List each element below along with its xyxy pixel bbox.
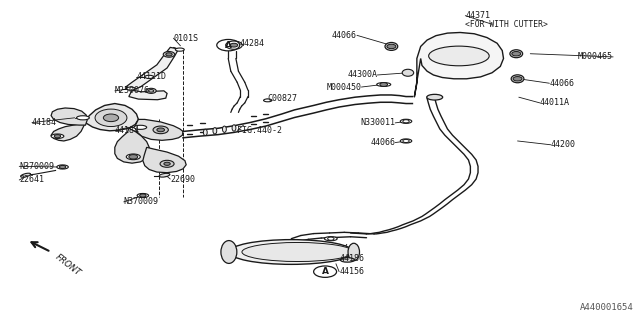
Text: 22641: 22641 (19, 175, 44, 185)
Polygon shape (135, 119, 183, 140)
Ellipse shape (51, 134, 64, 139)
Text: FIG.440-2: FIG.440-2 (237, 126, 282, 135)
Ellipse shape (264, 99, 272, 102)
Ellipse shape (175, 48, 184, 51)
Polygon shape (125, 47, 179, 90)
Text: 44200: 44200 (550, 140, 575, 149)
Ellipse shape (511, 75, 524, 83)
Text: A: A (321, 267, 328, 276)
Ellipse shape (340, 258, 355, 262)
Polygon shape (414, 32, 504, 97)
Text: 44184: 44184 (32, 118, 57, 127)
Circle shape (380, 83, 388, 86)
Ellipse shape (377, 83, 391, 86)
Circle shape (513, 76, 522, 81)
Text: M250076: M250076 (115, 86, 150, 95)
Polygon shape (129, 90, 167, 100)
Ellipse shape (402, 69, 413, 76)
Polygon shape (51, 108, 88, 125)
Circle shape (387, 44, 396, 49)
Circle shape (54, 135, 61, 138)
Ellipse shape (400, 139, 412, 143)
Text: M000465: M000465 (578, 52, 613, 61)
Text: FRONT: FRONT (54, 253, 83, 278)
Text: M000450: M000450 (326, 83, 362, 92)
Text: 0101S: 0101S (173, 34, 198, 43)
Text: 44184: 44184 (115, 126, 140, 135)
Ellipse shape (213, 128, 217, 134)
Ellipse shape (385, 43, 397, 50)
Text: 44011A: 44011A (540, 99, 570, 108)
Ellipse shape (400, 119, 412, 124)
Ellipse shape (137, 194, 148, 197)
Text: 44066: 44066 (332, 31, 357, 40)
Text: 44066: 44066 (549, 79, 575, 88)
Text: 44121D: 44121D (136, 72, 166, 81)
Polygon shape (84, 104, 138, 131)
Ellipse shape (232, 125, 236, 131)
Text: 44371: 44371 (465, 11, 490, 20)
Ellipse shape (223, 126, 227, 132)
Ellipse shape (242, 243, 353, 261)
Text: 44300A: 44300A (348, 70, 378, 79)
Polygon shape (51, 122, 84, 141)
Circle shape (166, 53, 172, 56)
Circle shape (157, 128, 164, 132)
Ellipse shape (134, 125, 147, 129)
Ellipse shape (229, 240, 353, 264)
Ellipse shape (77, 116, 90, 120)
Ellipse shape (348, 243, 360, 261)
Text: N330011: N330011 (360, 118, 395, 127)
Text: A: A (225, 41, 232, 50)
Text: N370009: N370009 (19, 162, 54, 171)
Circle shape (153, 126, 168, 134)
Circle shape (103, 114, 118, 122)
Text: C00827: C00827 (267, 94, 297, 103)
Circle shape (164, 162, 170, 165)
Circle shape (230, 43, 238, 47)
Text: N370009: N370009 (124, 197, 159, 206)
Circle shape (129, 155, 138, 159)
Ellipse shape (429, 46, 489, 66)
Circle shape (60, 165, 66, 169)
Circle shape (226, 41, 243, 49)
Ellipse shape (221, 241, 237, 263)
Ellipse shape (95, 109, 127, 126)
Text: A440001654: A440001654 (580, 303, 634, 312)
Text: 44186: 44186 (339, 254, 364, 263)
Ellipse shape (145, 75, 154, 78)
Text: <FOR WITH CUTTER>: <FOR WITH CUTTER> (465, 20, 548, 29)
Ellipse shape (126, 87, 135, 90)
Ellipse shape (159, 173, 170, 177)
Polygon shape (143, 147, 186, 173)
Circle shape (140, 194, 146, 197)
Text: 44066: 44066 (370, 138, 395, 147)
Text: 44284: 44284 (239, 39, 264, 48)
Ellipse shape (510, 50, 523, 58)
Ellipse shape (204, 129, 207, 136)
Text: 22690: 22690 (170, 174, 195, 184)
Ellipse shape (20, 173, 31, 177)
Circle shape (160, 160, 174, 167)
Ellipse shape (324, 236, 337, 241)
Circle shape (146, 88, 156, 93)
Ellipse shape (427, 94, 443, 100)
Circle shape (512, 52, 521, 56)
Ellipse shape (126, 154, 140, 160)
Polygon shape (115, 128, 149, 163)
Text: 44156: 44156 (339, 267, 364, 276)
Ellipse shape (57, 165, 68, 169)
Circle shape (163, 52, 175, 57)
